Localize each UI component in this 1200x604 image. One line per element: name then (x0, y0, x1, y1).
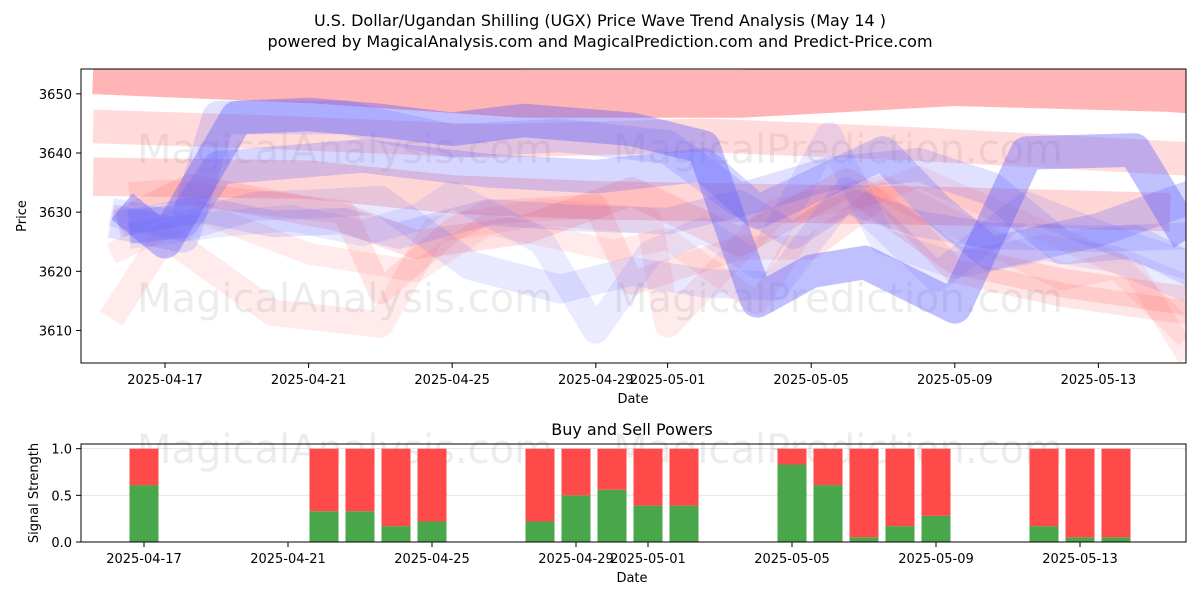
price-wave-panel: MagicalAnalysis.com MagicalPrediction.co… (15, 68, 1187, 407)
blue-wave-band-4 (115, 187, 1186, 253)
y-tick-label: 3650 (39, 88, 72, 103)
buy-bar (597, 489, 627, 542)
x-tick-label: 2025-04-25 (414, 373, 490, 388)
sell-bar (345, 448, 375, 512)
sell-bar (597, 448, 627, 490)
price-x-axis-label: Date (617, 392, 648, 407)
buy-bar (417, 521, 447, 542)
sell-bar (381, 448, 411, 527)
buy-bar (129, 485, 159, 542)
red-wave-band-2 (92, 109, 1186, 176)
sell-bar (921, 448, 951, 516)
x-tick-label: 2025-04-21 (271, 373, 347, 388)
x-tick-label: 2025-04-17 (106, 552, 182, 567)
watermark-magical-analysis: MagicalAnalysis.com (137, 127, 553, 173)
sell-bar (417, 448, 447, 522)
sell-bar (309, 448, 339, 512)
buy-bar (1029, 526, 1059, 542)
signal-y-axis: 0.0 0.5 1.0 (51, 443, 81, 551)
x-tick-label: 2025-05-13 (1061, 373, 1137, 388)
y-tick-label: 1.0 (51, 443, 72, 458)
buy-bar (561, 495, 591, 542)
buy-bar (345, 511, 375, 542)
buy-bar (633, 505, 663, 542)
y-tick-label: 3620 (39, 265, 72, 280)
sell-bar (561, 448, 591, 496)
blue-wave-band-5 (108, 177, 1186, 304)
buy-bar (525, 521, 555, 542)
blue-wave-band-1 (107, 100, 1186, 287)
blue-wave-band-3 (127, 136, 1186, 271)
x-tick-label: 2025-05-01 (610, 552, 686, 567)
watermark-magical-analysis: MagicalAnalysis.com (137, 427, 553, 473)
watermark-magical-prediction: MagicalPrediction.com (613, 127, 1063, 173)
sell-bar (669, 448, 699, 506)
signal-plot-frame (80, 443, 1187, 543)
price-y-axis-label: Price (15, 200, 30, 232)
sell-bar (1065, 448, 1095, 538)
y-tick-label: 0.0 (51, 536, 72, 551)
buy-bar (921, 515, 951, 542)
buy-bar (669, 505, 699, 542)
y-tick-label: 3630 (39, 206, 72, 221)
x-tick-label: 2025-04-25 (394, 552, 470, 567)
buy-bar (813, 485, 843, 542)
red-wave-band-4 (111, 168, 1186, 316)
signal-x-axis-label: Date (616, 571, 647, 586)
buy-bar (849, 537, 879, 542)
watermark-magical-analysis: MagicalAnalysis.com (137, 276, 553, 322)
x-tick-label: 2025-05-09 (917, 373, 993, 388)
red-wave-band-6 (106, 165, 1186, 363)
signal-y-axis-label: Signal Strength (27, 443, 42, 543)
watermark-magical-prediction: MagicalPrediction.com (613, 276, 1063, 322)
red-wave-band-1 (92, 69, 1186, 118)
buy-bar (309, 511, 339, 542)
y-tick-label: 3640 (39, 147, 72, 162)
buy-bar (381, 526, 411, 542)
signal-x-axis: 2025-04-17 2025-04-21 2025-04-25 2025-04-29… (106, 542, 1118, 567)
x-tick-label: 2025-05-05 (754, 552, 830, 567)
red-wave-band-5 (100, 175, 1186, 346)
buy-bar (1065, 537, 1095, 542)
blue-wave-band-2 (111, 97, 1186, 324)
buy-sell-panel: Buy and Sell Powers MagicalAnalysis.com … (27, 420, 1187, 586)
sell-bar (777, 448, 807, 465)
y-tick-label: 3610 (39, 324, 72, 339)
sell-bar (1029, 448, 1059, 527)
sell-bar (1101, 448, 1131, 538)
buy-bar (885, 526, 915, 542)
x-tick-label: 2025-04-29 (538, 552, 614, 567)
sell-bar (849, 448, 879, 538)
signal-bars (129, 448, 1131, 542)
x-tick-label: 2025-05-13 (1042, 552, 1118, 567)
chart-subtitle: powered by MagicalAnalysis.com and Magic… (267, 32, 932, 51)
buy-sell-title: Buy and Sell Powers (551, 420, 713, 439)
x-tick-label: 2025-04-17 (127, 373, 203, 388)
price-x-axis: 2025-04-17 2025-04-21 2025-04-25 2025-04-29… (127, 363, 1136, 388)
x-tick-label: 2025-04-29 (558, 373, 634, 388)
buy-bar (1101, 537, 1131, 542)
x-tick-label: 2025-05-05 (773, 373, 849, 388)
red-wave-band-3 (92, 157, 1171, 232)
y-tick-label: 0.5 (51, 489, 72, 504)
sell-bar (525, 448, 555, 522)
watermark-group: MagicalAnalysis.com MagicalPrediction.co… (137, 127, 1063, 322)
chart-title: U.S. Dollar/Ugandan Shilling (UGX) Price… (314, 11, 886, 30)
sell-bar (885, 448, 915, 527)
buy-bar (777, 464, 807, 542)
price-plot-frame (80, 68, 1187, 364)
x-tick-label: 2025-05-09 (898, 552, 974, 567)
blue-wave-band-6 (127, 122, 1186, 344)
x-tick-label: 2025-04-21 (250, 552, 326, 567)
price-y-axis: 3610 3620 3630 3640 3650 (39, 88, 81, 339)
sell-bar (633, 448, 663, 506)
x-tick-label: 2025-05-01 (630, 373, 706, 388)
wave-bands (92, 69, 1186, 363)
sell-bar (129, 448, 159, 486)
sell-bar (813, 448, 843, 486)
red-wave-band-7 (128, 179, 1186, 325)
